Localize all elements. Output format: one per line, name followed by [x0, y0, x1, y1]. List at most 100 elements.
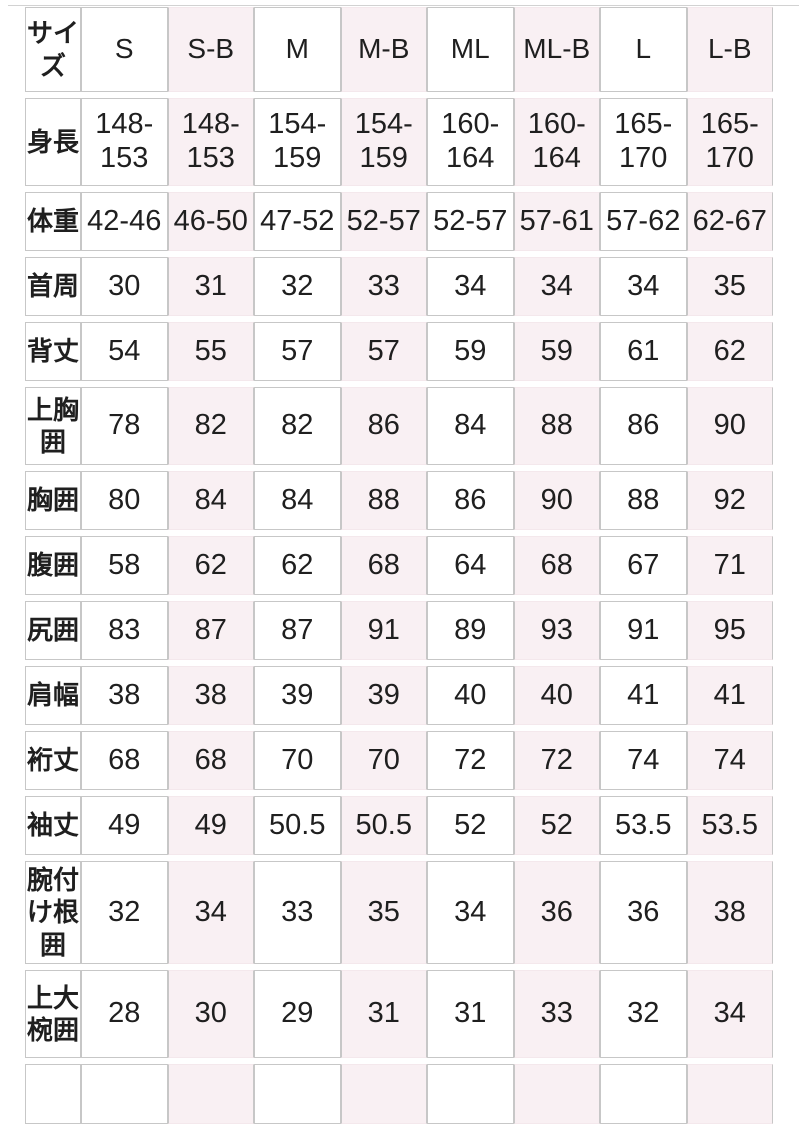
measurement-row-label: 肩幅: [25, 666, 81, 725]
table-header: サイズ S S-B M M-B ML ML-B L L-B: [25, 7, 773, 92]
measurement-value-cell: 90: [513, 471, 600, 530]
measurement-value-cell: 40: [427, 666, 514, 725]
size-column-header: ML-B: [513, 7, 600, 92]
measurement-value-cell: [167, 1064, 254, 1124]
measurement-row-label: 腹囲: [25, 536, 81, 595]
measurement-value-cell: 165-170: [600, 98, 687, 186]
measurement-value-cell: 91: [600, 601, 687, 660]
measurement-value-cell: 68: [340, 536, 427, 595]
measurement-value-cell: 72: [513, 731, 600, 790]
measurement-value-cell: 87: [254, 601, 341, 660]
measurement-value-cell: 34: [167, 861, 254, 964]
measurement-value-cell: [427, 1064, 514, 1124]
measurement-value-cell: 68: [167, 731, 254, 790]
measurement-value-cell: 33: [513, 970, 600, 1058]
size-column-header: S-B: [167, 7, 254, 92]
measurement-value-cell: 52-57: [340, 192, 427, 251]
size-column-header: M: [254, 7, 341, 92]
table-row: 裄丈 68 68 70 70 72 72 74 74: [25, 731, 773, 790]
measurement-value-cell: 49: [81, 796, 168, 855]
measurement-value-cell: [81, 1064, 168, 1124]
measurement-row-label: 胸囲: [25, 471, 81, 530]
measurement-value-cell: 95: [686, 601, 773, 660]
measurement-value-cell: 29: [254, 970, 341, 1058]
size-header-label: サイズ: [25, 7, 81, 92]
table-row: 上胸囲 78 82 82 86 84 88 86 90: [25, 387, 773, 465]
size-column-header: M-B: [340, 7, 427, 92]
measurement-row-label: 袖丈: [25, 796, 81, 855]
measurement-value-cell: 83: [81, 601, 168, 660]
measurement-value-cell: 72: [427, 731, 514, 790]
table-row: 腹囲 58 62 62 68 64 68 67 71: [25, 536, 773, 595]
measurement-value-cell: 89: [427, 601, 514, 660]
measurement-value-cell: 36: [513, 861, 600, 964]
measurement-value-cell: 28: [81, 970, 168, 1058]
measurement-row-label: 上胸囲: [25, 387, 81, 465]
measurement-value-cell: 70: [340, 731, 427, 790]
measurement-value-cell: 38: [167, 666, 254, 725]
measurement-value-cell: 49: [167, 796, 254, 855]
measurement-value-cell: 34: [600, 257, 687, 316]
measurement-value-cell: 84: [167, 471, 254, 530]
measurement-value-cell: 52: [513, 796, 600, 855]
measurement-value-cell: 71: [686, 536, 773, 595]
measurement-value-cell: 33: [254, 861, 341, 964]
measurement-value-cell: 58: [81, 536, 168, 595]
measurement-value-cell: 55: [167, 322, 254, 381]
measurement-row-label: 腕付け根囲: [25, 861, 81, 964]
measurement-value-cell: 52: [427, 796, 514, 855]
table-row: サイズ S S-B M M-B ML ML-B L L-B: [25, 7, 773, 92]
measurement-value-cell: 62: [167, 536, 254, 595]
measurement-value-cell: 35: [686, 257, 773, 316]
measurement-value-cell: 87: [167, 601, 254, 660]
measurement-value-cell: 39: [254, 666, 341, 725]
measurement-value-cell: 160-164: [513, 98, 600, 186]
measurement-value-cell: 38: [81, 666, 168, 725]
measurement-row-label: 尻囲: [25, 601, 81, 660]
measurement-value-cell: 57-62: [600, 192, 687, 251]
measurement-value-cell: 53.5: [686, 796, 773, 855]
measurement-value-cell: 53.5: [600, 796, 687, 855]
measurement-value-cell: 61: [600, 322, 687, 381]
measurement-value-cell: 57: [340, 322, 427, 381]
measurement-row-label: 背丈: [25, 322, 81, 381]
table-row: 胸囲 80 84 84 88 86 90 88 92: [25, 471, 773, 530]
measurement-value-cell: 36: [600, 861, 687, 964]
measurement-value-cell: 91: [340, 601, 427, 660]
measurement-value-cell: 90: [686, 387, 773, 465]
table-row: 首周 30 31 32 33 34 34 34 35: [25, 257, 773, 316]
measurement-value-cell: 35: [340, 861, 427, 964]
measurement-value-cell: 67: [600, 536, 687, 595]
measurement-value-cell: 54: [81, 322, 168, 381]
measurement-value-cell: 154-159: [254, 98, 341, 186]
table-row: 袖丈 49 49 50.5 50.5 52 52 53.5 53.5: [25, 796, 773, 855]
measurement-value-cell: 30: [167, 970, 254, 1058]
table-row: 肩幅 38 38 39 39 40 40 41 41: [25, 666, 773, 725]
measurement-value-cell: 88: [513, 387, 600, 465]
measurement-value-cell: 40: [513, 666, 600, 725]
measurement-value-cell: 33: [340, 257, 427, 316]
measurement-row-label: 体重: [25, 192, 81, 251]
measurement-value-cell: 86: [427, 471, 514, 530]
size-column-header: L-B: [686, 7, 773, 92]
table-body: 身長 148-153 148-153 154-159 154-159 160-164 160…: [25, 98, 773, 1124]
measurement-value-cell: 50.5: [340, 796, 427, 855]
measurement-value-cell: 30: [81, 257, 168, 316]
measurement-value-cell: 68: [513, 536, 600, 595]
measurement-value-cell: 92: [686, 471, 773, 530]
measurement-value-cell: 52-57: [427, 192, 514, 251]
measurement-value-cell: 34: [513, 257, 600, 316]
measurement-value-cell: 57-61: [513, 192, 600, 251]
measurement-value-cell: 46-50: [167, 192, 254, 251]
measurement-value-cell: 86: [600, 387, 687, 465]
measurement-value-cell: 82: [167, 387, 254, 465]
size-column-header: S: [81, 7, 168, 92]
measurement-value-cell: 148-153: [81, 98, 168, 186]
measurement-value-cell: 165-170: [686, 98, 773, 186]
measurement-value-cell: 47-52: [254, 192, 341, 251]
measurement-value-cell: 62-67: [686, 192, 773, 251]
measurement-value-cell: 148-153: [167, 98, 254, 186]
measurement-value-cell: 82: [254, 387, 341, 465]
measurement-value-cell: 38: [686, 861, 773, 964]
table-row: 上大椀囲 28 30 29 31 31 33 32 34: [25, 970, 773, 1058]
